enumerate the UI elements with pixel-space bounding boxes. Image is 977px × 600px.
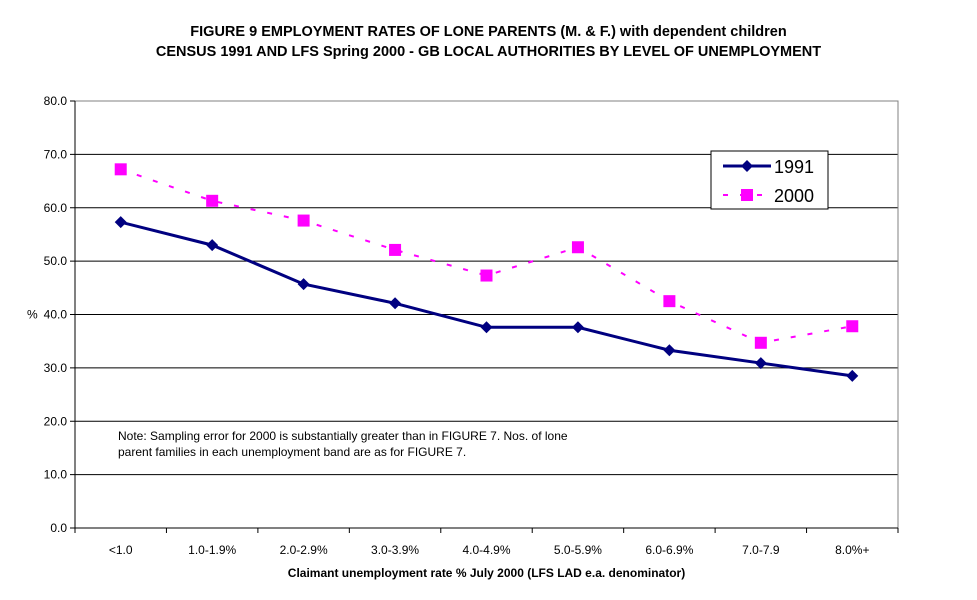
series (114, 163, 859, 382)
series-line-1991 (120, 220, 853, 378)
data-point-1991 (663, 344, 676, 357)
series-line-2000 (120, 168, 853, 344)
data-point-2000 (571, 241, 584, 254)
x-tick-label: 6.0-6.9% (645, 543, 693, 557)
y-tick-label: 30.0 (44, 361, 68, 375)
data-point-1991 (206, 239, 219, 252)
y-tick-label: 70.0 (44, 147, 68, 161)
data-point-1991 (846, 369, 859, 382)
x-tick-label: <1.0 (109, 543, 133, 557)
legend-box (710, 150, 829, 210)
data-point-2000 (480, 269, 493, 282)
data-point-1991 (389, 297, 402, 310)
y-axis-label: % (27, 308, 38, 322)
legend: 1991 2000 (710, 150, 829, 210)
x-tick-label: 1.0-1.9% (188, 543, 236, 557)
data-point-2000 (389, 243, 402, 256)
y-tick-label: 10.0 (44, 468, 68, 482)
note-line-2: parent families in each unemployment ban… (118, 445, 466, 459)
x-tick-label: 3.0-3.9% (371, 543, 419, 557)
data-point-1991 (114, 216, 127, 229)
y-tick-label: 60.0 (44, 201, 68, 215)
data-point-2000 (846, 320, 859, 333)
x-tick-label: 8.0%+ (835, 543, 869, 557)
data-point-1991 (571, 321, 584, 334)
x-axis-label: Claimant unemployment rate % July 2000 (… (288, 566, 685, 580)
chart-title: FIGURE 9 EMPLOYMENT RATES OF LONE PARENT… (190, 24, 787, 40)
legend-marker-1991 (741, 160, 753, 172)
chart-subtitle: CENSUS 1991 AND LFS Spring 2000 - GB LOC… (155, 44, 822, 60)
x-tick-label: 7.0-7.9 (742, 543, 780, 557)
data-point-2000 (754, 336, 767, 349)
data-point-1991 (754, 357, 767, 370)
legend-marker-2000 (741, 189, 753, 201)
y-tick-label: 80.0 (44, 94, 68, 108)
axes: 0.0 10.0 20.0 30.0 40.0 50.0 60.0 70.0 80.0 <1.0 1… (44, 94, 899, 557)
data-point-1991 (297, 278, 310, 291)
data-point-2000 (297, 214, 310, 227)
data-point-2000 (663, 295, 676, 308)
x-tick-label: 2.0-2.9% (280, 543, 328, 557)
data-point-2000 (114, 163, 127, 176)
data-point-1991 (480, 321, 493, 334)
legend-label-1991: 1991 (774, 157, 814, 177)
x-tick-label: 5.0-5.9% (554, 543, 602, 557)
x-tick-label: 4.0-4.9% (462, 543, 510, 557)
legend-label-2000: 2000 (774, 186, 814, 206)
y-tick-label: 20.0 (44, 414, 68, 428)
y-tick-label: 50.0 (44, 254, 68, 268)
note-line-1: Note: Sampling error for 2000 is substan… (118, 429, 568, 443)
y-tick-label: 40.0 (44, 308, 68, 322)
y-tick-label: 0.0 (50, 521, 67, 535)
data-point-2000 (206, 194, 219, 207)
